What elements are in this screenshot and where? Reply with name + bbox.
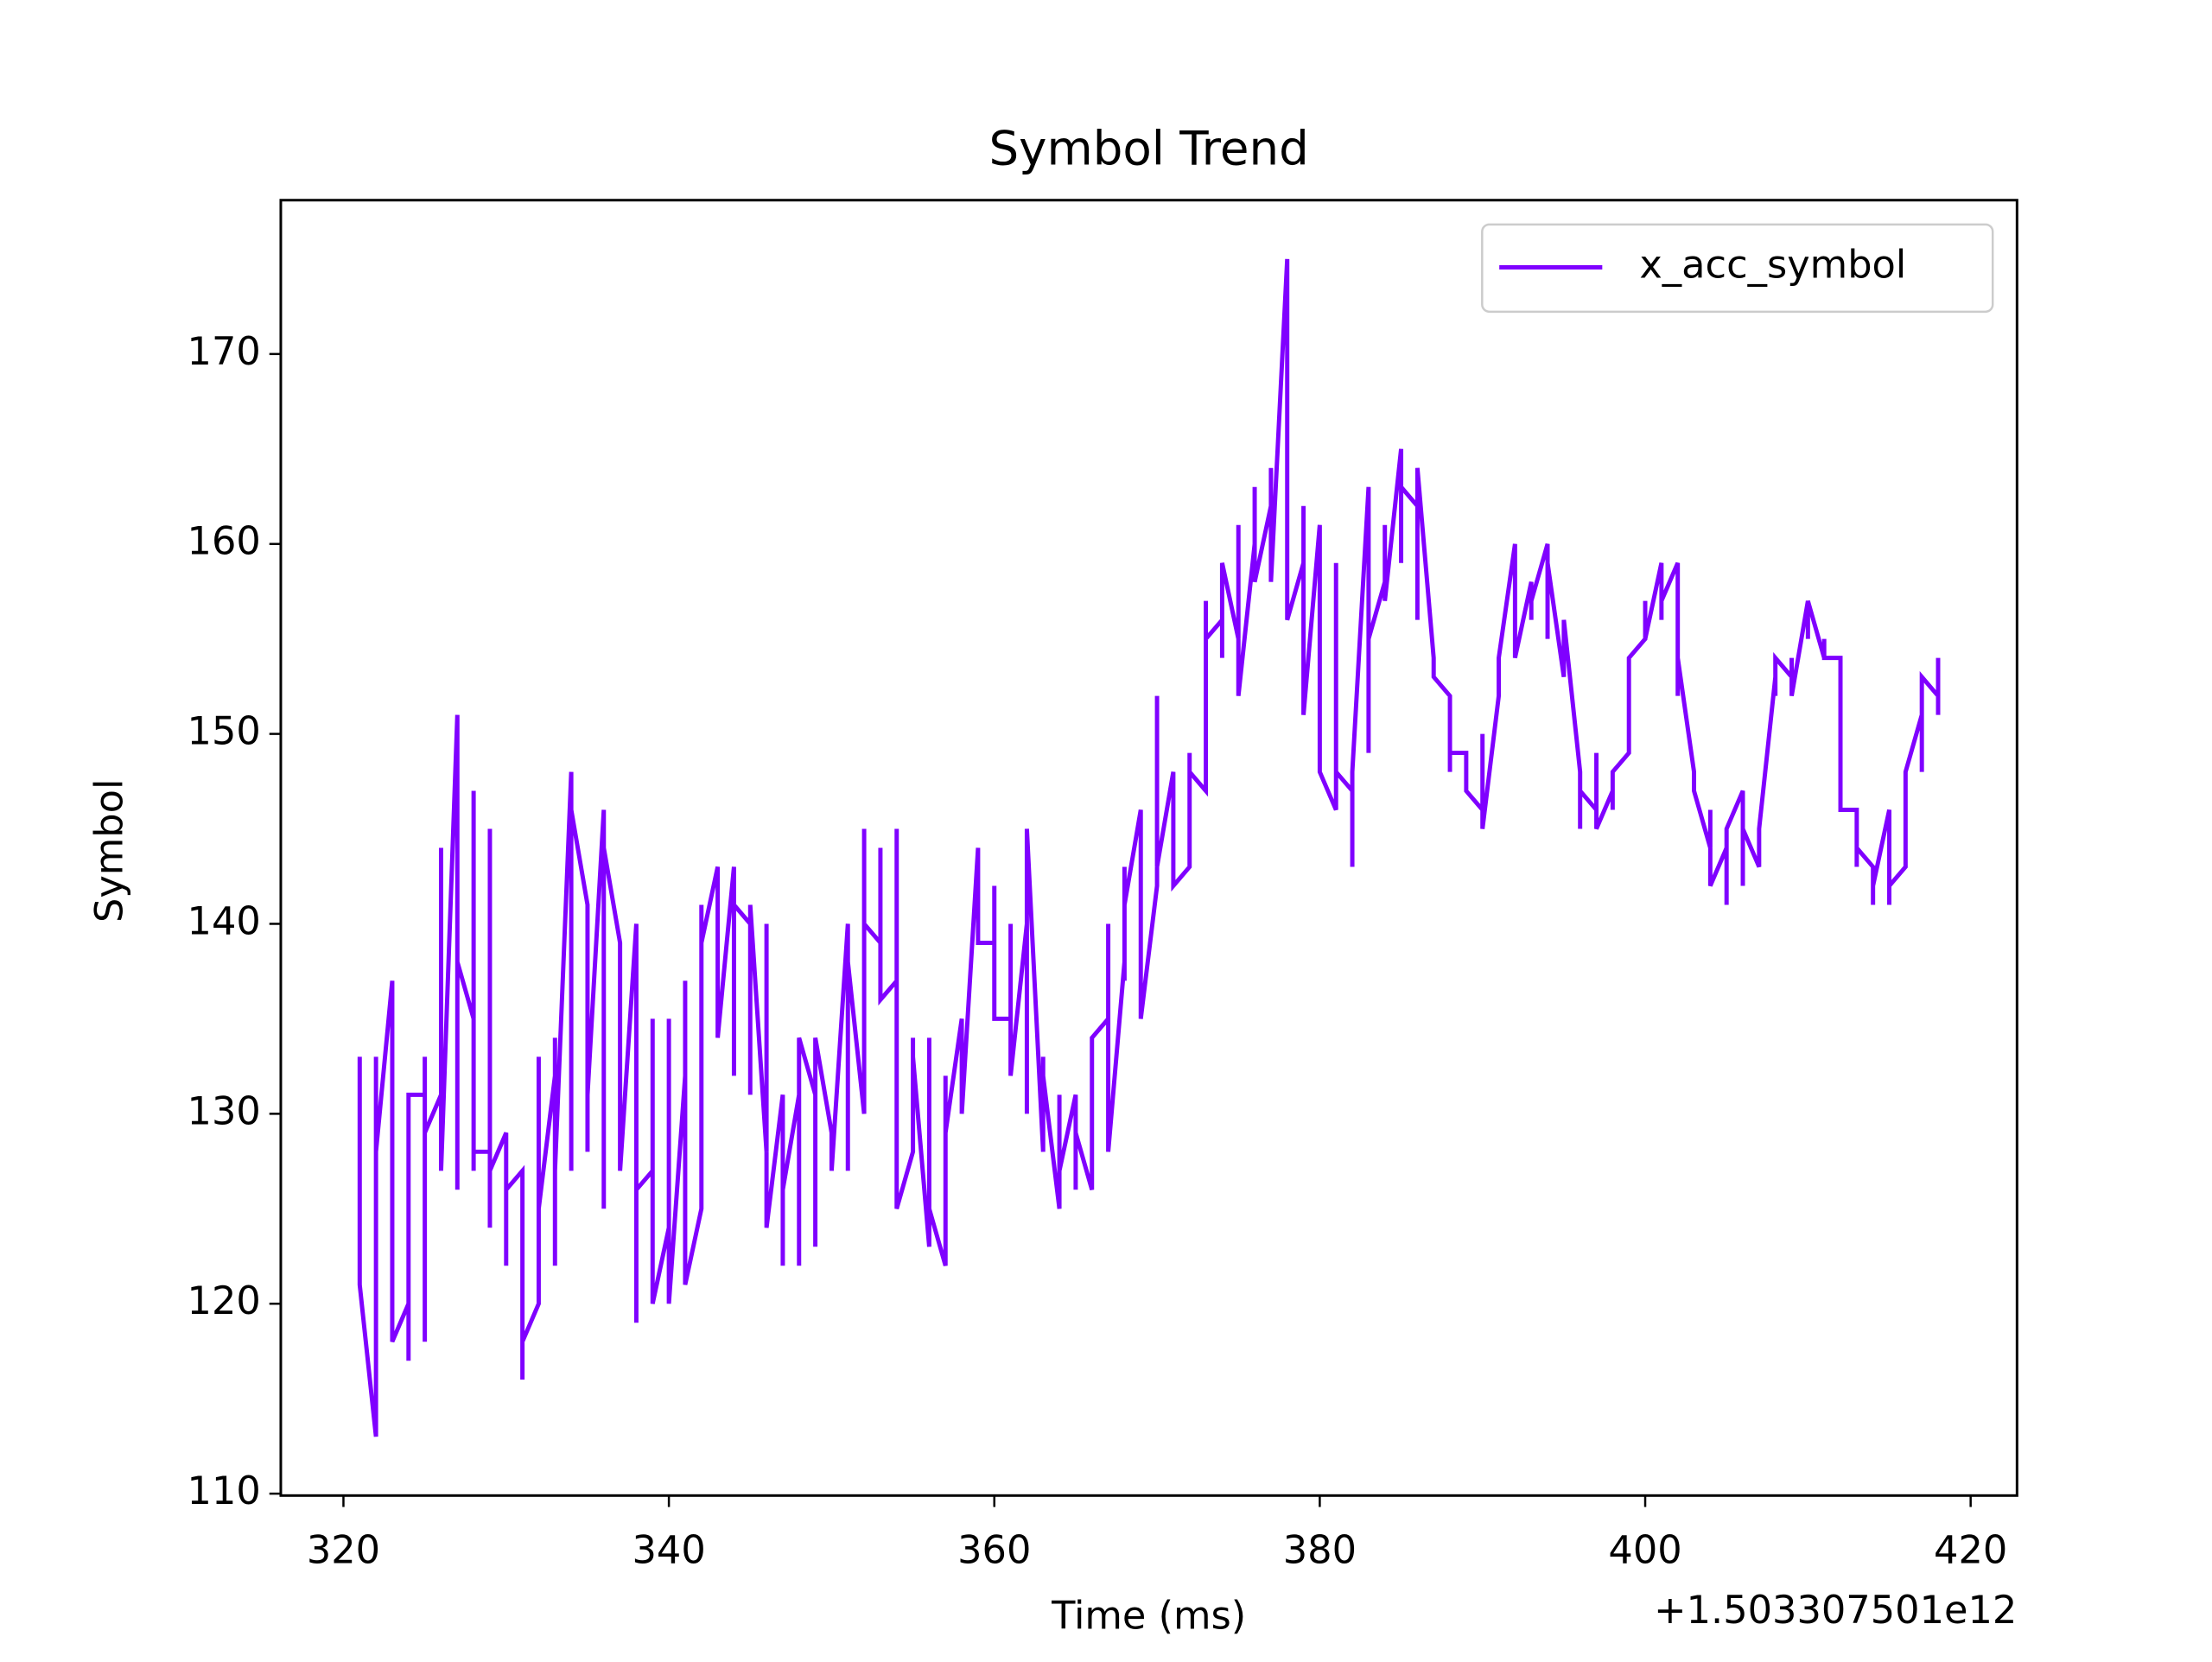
y-tick-label: 160 — [188, 519, 261, 564]
y-axis-label: Symbol — [87, 779, 132, 923]
x-tick-label: 380 — [1283, 1528, 1357, 1573]
y-tick-label: 130 — [188, 1088, 261, 1133]
x-tick-label: 320 — [307, 1528, 380, 1573]
y-tick-label: 150 — [188, 709, 261, 754]
y-tick-label: 170 — [188, 329, 261, 374]
y-tick-label: 120 — [188, 1278, 261, 1323]
x-tick-label: 420 — [1934, 1528, 2007, 1573]
legend-label: x_acc_symbol — [1639, 243, 1906, 288]
x-tick-label: 400 — [1608, 1528, 1681, 1573]
plot-frame — [279, 199, 2018, 1497]
x-tick-label: 360 — [957, 1528, 1031, 1573]
y-tick-label: 110 — [188, 1469, 261, 1513]
x-tick-label: 340 — [632, 1528, 705, 1573]
x-axis-label: Time (ms) — [1051, 1594, 1246, 1639]
x-offset-label: +1.503307501e12 — [1654, 1588, 2017, 1633]
legend-box — [1481, 223, 1994, 314]
y-tick-label: 140 — [188, 898, 261, 943]
chart-title: Symbol Trend — [989, 121, 1309, 176]
